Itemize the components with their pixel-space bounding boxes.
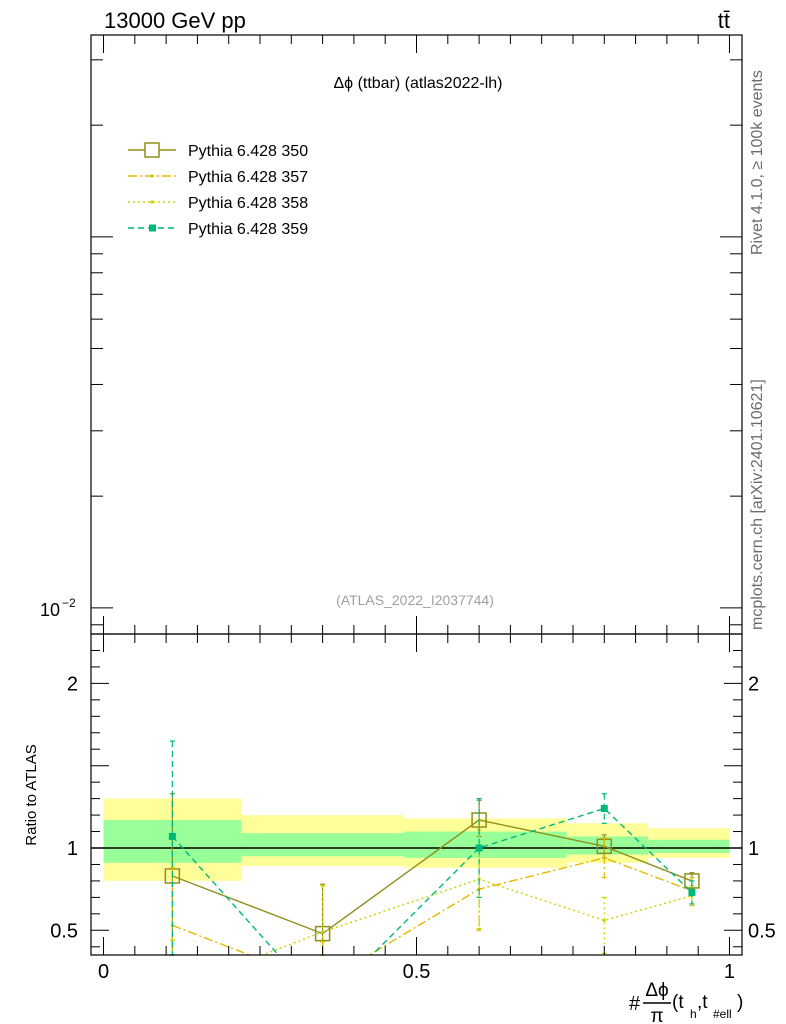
point-3-2 — [475, 844, 483, 852]
x-label-sub-h: h — [690, 1007, 697, 1021]
legend-label-1: Pythia 6.428 357 — [188, 169, 308, 186]
legend-marker-3 — [149, 224, 156, 232]
band-inner-2 — [403, 831, 567, 858]
xtick-label-1: 0.5 — [403, 961, 431, 983]
analysis-watermark: (ATLAS_2022_I2037744) — [336, 592, 494, 608]
legend-marker-2 — [150, 200, 154, 204]
ratio-panel-frame — [90, 633, 743, 956]
ratio-y-label: Ratio to ATLAS — [23, 744, 40, 845]
band-inner-1 — [241, 833, 404, 857]
point-3-4 — [688, 888, 696, 896]
x-label-sub-ell: #ell — [713, 1007, 732, 1021]
series-3 — [168, 740, 696, 956]
legend-label-2: Pythia 6.428 358 — [188, 195, 308, 212]
point-2-3 — [602, 918, 606, 923]
series-line-1 — [172, 857, 693, 955]
main-panel-frame — [90, 34, 743, 635]
reference-bands — [103, 798, 730, 881]
x-label-close: ) — [737, 992, 743, 1013]
point-3-0 — [168, 832, 176, 840]
chart-title: Δϕ (ttbar) (atlas2022-lh) — [333, 75, 502, 92]
ratio-ytick-label-left-1: 1 — [67, 838, 78, 860]
point-0-4 — [684, 873, 700, 889]
x-label-open: (t — [672, 992, 684, 1013]
legend-marker-0 — [144, 142, 160, 158]
ratio-ytick-label-right-1: 1 — [748, 838, 759, 860]
x-label-numerator: Δϕ — [645, 980, 668, 1001]
xtick-label-0: 0 — [98, 961, 109, 983]
point-3-3 — [600, 804, 608, 812]
header-right: tt̄ — [718, 8, 730, 33]
series-line-2 — [260, 878, 693, 955]
ratio-axis-ticks: 0.5 0.5 1 1 2 2 0 0.5 1 — [50, 633, 776, 983]
mc-series — [164, 740, 700, 956]
mcplots-source-label: mcplots.cern.ch [arXiv:2401.10621] — [749, 379, 766, 630]
x-label-comma: ,t — [697, 992, 708, 1013]
x-label-denominator: π — [650, 1006, 663, 1024]
x-axis-label: # Δϕ π (t h ,t #ell ) — [629, 980, 743, 1024]
header-left: 13000 GeV pp — [104, 8, 246, 33]
band-inner-4 — [648, 839, 730, 853]
main-ytick-exp-0: −2 — [62, 596, 76, 610]
ratio-ytick-label-right-0: 0.5 — [748, 920, 776, 942]
point-2-1 — [321, 930, 325, 934]
legend-label-3: Pythia 6.428 359 — [188, 221, 308, 238]
rivet-version-label: Rivet 4.1.0, ≥ 100k events — [749, 70, 766, 255]
legend-label-0: Pythia 6.428 350 — [188, 143, 308, 160]
xtick-label-2: 1 — [724, 961, 735, 983]
point-1-3 — [602, 856, 606, 860]
ratio-ytick-label-right-2: 2 — [748, 673, 759, 695]
main-axis-ticks: 10 −2 — [40, 35, 742, 634]
legend: Pythia 6.428 350 Pythia 6.428 357 Pythia 6… — [128, 142, 308, 238]
ratio-ytick-label-left-2: 2 — [67, 673, 78, 695]
series-line-3 — [171, 807, 693, 955]
main-ytick-label-0: 10 — [40, 600, 60, 620]
legend-marker-1 — [150, 174, 154, 178]
ratio-ytick-label-left-0: 0.5 — [50, 920, 78, 942]
band-inner-3 — [566, 836, 649, 855]
x-label-prefix: # — [629, 993, 641, 1015]
